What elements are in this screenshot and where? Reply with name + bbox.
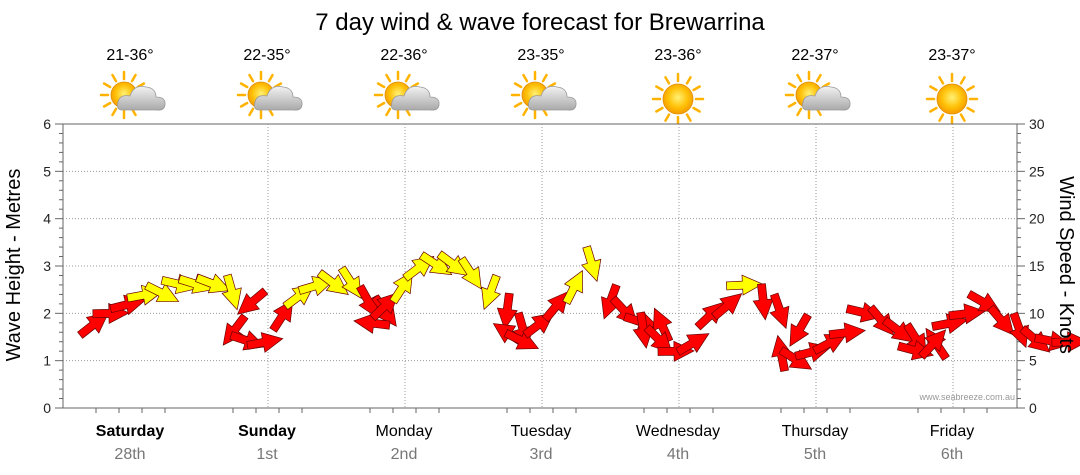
wind-arrow-point	[918, 329, 947, 360]
wind-arrow-point	[752, 283, 774, 321]
right-tick-label: 20	[1029, 211, 1045, 227]
right-tick-label: 15	[1029, 258, 1045, 274]
day-temperature: 23-36°	[654, 47, 701, 64]
wind-arrow-point	[710, 293, 743, 321]
wind-arrow-point	[221, 273, 242, 311]
day-date: 3rd	[529, 446, 552, 463]
day-temperature: 22-37°	[791, 47, 838, 64]
day-temperature: 22-36°	[380, 47, 427, 64]
day-temperature: 23-37°	[928, 47, 975, 64]
sun-icon	[925, 72, 979, 126]
day-name: Saturday	[96, 423, 165, 440]
wind-arrow-point	[496, 292, 518, 330]
wind-arrow-point	[144, 281, 180, 302]
wind-arrow-point	[632, 311, 654, 349]
day-date: 4th	[667, 446, 689, 463]
wind-arrow-point	[503, 329, 540, 350]
sun-cloud-icon	[373, 70, 440, 120]
day-date: 6th	[941, 446, 963, 463]
left-axis-title: Wave Height - Metres	[3, 169, 25, 362]
right-tick-label: 30	[1029, 116, 1045, 132]
weather-forecast-row: 21-36° 22-35° 22-36° 23-35° 23-36° 22-37° 23-3…	[99, 47, 979, 126]
day-date: 28th	[114, 446, 145, 463]
day-date: 1st	[256, 446, 278, 463]
day-temperature: 23-35°	[517, 47, 564, 64]
wind-arrow-point	[481, 273, 502, 311]
left-tick-label: 0	[43, 400, 51, 416]
day-date: 5th	[804, 446, 826, 463]
right-tick-label: 10	[1029, 305, 1045, 321]
wind-arrow-point	[581, 245, 602, 283]
wind-series	[77, 245, 1080, 373]
wind-arrow-point	[725, 274, 764, 296]
wind-arrow-point	[457, 256, 482, 290]
wind-arrow-point	[643, 324, 673, 354]
wind-arrow-point	[769, 292, 790, 330]
wind-arrow-point	[789, 312, 812, 347]
day-temperature: 22-35°	[243, 47, 290, 64]
wind-arrow-point	[541, 290, 569, 323]
chart-title: 7 day wind & wave forecast for Brewarrin…	[315, 9, 765, 36]
sun-cloud-icon	[236, 70, 303, 120]
sun-icon	[651, 72, 705, 126]
right-tick-label: 25	[1029, 163, 1045, 179]
sun-cloud-icon	[510, 70, 577, 120]
wind-arrow-point	[986, 304, 1015, 336]
sun-cloud-icon	[784, 70, 851, 120]
wind-arrow-point	[828, 322, 866, 344]
left-tick-label: 3	[43, 258, 51, 274]
day-name: Monday	[376, 423, 433, 440]
day-labels: Saturday 28th Sunday 1st Monday 2nd Tuesday 3rd…	[96, 423, 974, 463]
right-axis-title: Wind Speed - Knots	[1055, 176, 1077, 354]
left-tick-label: 6	[43, 116, 51, 132]
wind-arrow-point	[948, 303, 986, 325]
wind-arrow-point	[1051, 331, 1080, 353]
wind-arrow-point	[246, 332, 284, 353]
wind-arrow-point	[418, 251, 453, 276]
chart-grid	[62, 123, 1018, 409]
day-name: Sunday	[238, 423, 296, 440]
wind-arrow-point	[562, 269, 583, 306]
left-tick-label: 4	[43, 211, 51, 227]
wind-arrow-point	[316, 269, 349, 296]
day-temperature: 21-36°	[106, 47, 153, 64]
right-tick-label: 5	[1029, 353, 1037, 369]
credit-text: www.seabreeze.com.au	[918, 392, 1015, 402]
sun-cloud-icon	[99, 70, 166, 120]
left-tick-label: 5	[43, 163, 51, 179]
day-name: Wednesday	[636, 423, 720, 440]
day-name: Friday	[930, 423, 974, 440]
day-date: 2nd	[391, 446, 418, 463]
wind-arrow-point	[675, 333, 710, 356]
left-tick-label: 1	[43, 353, 51, 369]
wind-arrow-point	[778, 346, 813, 370]
day-name: Thursday	[782, 423, 849, 440]
wind-arrow-point	[237, 287, 269, 315]
wind-arrow-point	[195, 273, 232, 294]
day-name: Tuesday	[511, 423, 572, 440]
chart-axes: 0 1 2 3 4 5 6 0 5 10 15 20 25 30	[43, 116, 1045, 416]
left-tick-label: 2	[43, 305, 51, 321]
right-tick-label: 0	[1029, 400, 1037, 416]
